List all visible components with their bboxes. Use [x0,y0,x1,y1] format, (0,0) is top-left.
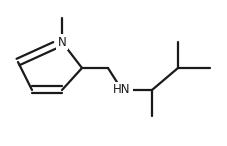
Text: N: N [57,35,66,48]
Text: HN: HN [113,84,130,97]
